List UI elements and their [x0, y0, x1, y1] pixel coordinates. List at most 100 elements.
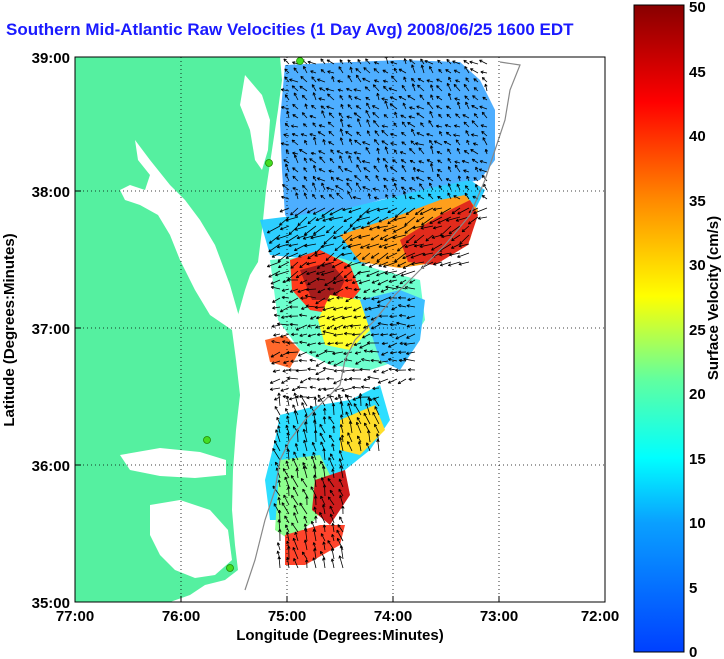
- velocity-arrow: [348, 207, 362, 214]
- velocity-arrow: [296, 234, 308, 240]
- velocity-arrow: [385, 285, 398, 290]
- velocity-arrow: [458, 243, 470, 248]
- velocity-arrow: [370, 333, 380, 337]
- velocity-arrow: [411, 64, 416, 74]
- velocity-arrow: [429, 139, 434, 146]
- velocity-arrow: [359, 367, 371, 372]
- velocity-arrow: [351, 332, 362, 337]
- velocity-arrow: [417, 84, 425, 92]
- velocity-arrow: [376, 297, 389, 304]
- velocity-arrow: [355, 105, 362, 110]
- velocity-arrow: [473, 207, 488, 215]
- velocity-arrow: [329, 489, 335, 497]
- velocity-arrow: [301, 112, 308, 119]
- velocity-arrow: [403, 342, 416, 346]
- velocity-arrow: [351, 368, 362, 372]
- velocity-arrow: [317, 78, 326, 83]
- velocity-arrow: [429, 163, 434, 173]
- velocity-arrow: [314, 252, 326, 257]
- velocity-arrow: [473, 78, 479, 83]
- velocity-arrow: [289, 322, 299, 327]
- velocity-arrow: [312, 451, 317, 461]
- velocity-arrow: [360, 225, 371, 230]
- velocity-arrow: [305, 495, 309, 506]
- velocity-arrow: [307, 279, 317, 286]
- velocity-arrow: [272, 306, 281, 310]
- velocity-arrow: [331, 533, 335, 542]
- velocity-arrow: [473, 87, 479, 92]
- velocity-arrow: [322, 541, 326, 551]
- velocity-arrow: [295, 368, 308, 373]
- velocity-arrow: [482, 96, 488, 101]
- velocity-arrow: [456, 183, 461, 191]
- velocity-arrow: [459, 234, 470, 245]
- velocity-arrow: [338, 437, 344, 452]
- velocity-arrow: [391, 178, 398, 182]
- velocity-arrow: [404, 286, 416, 290]
- velocity-arrow: [318, 124, 326, 128]
- velocity-arrow: [286, 448, 290, 461]
- velocity-arrow: [376, 270, 389, 277]
- velocity-arrow: [364, 86, 371, 92]
- velocity-arrow: [336, 537, 344, 551]
- velocity-arrow: [356, 156, 362, 164]
- velocity-arrow: [323, 234, 335, 245]
- velocity-arrow: [367, 429, 371, 443]
- velocity-arrow: [290, 359, 299, 363]
- velocity-arrow: [292, 175, 299, 182]
- velocity-arrow: [381, 341, 389, 346]
- velocity-arrow: [320, 243, 335, 249]
- shelf-contour: [244, 61, 521, 591]
- velocity-arrow: [283, 494, 290, 506]
- velocity-arrow: [339, 128, 344, 137]
- velocity-arrow: [463, 169, 470, 173]
- velocity-arrow: [309, 115, 317, 119]
- velocity-arrow: [279, 225, 290, 231]
- velocity-arrow: [309, 158, 317, 164]
- velocity-arrow: [303, 167, 308, 173]
- velocity-arrow: [302, 428, 308, 443]
- velocity-arrow: [395, 333, 407, 340]
- velocity-arrow: [457, 175, 462, 182]
- velocity-arrow: [361, 160, 371, 164]
- velocity-arrow: [303, 523, 308, 533]
- y-tick-label: 38:00: [32, 184, 70, 201]
- velocity-arrow: [363, 288, 371, 293]
- velocity-arrow: [294, 443, 299, 452]
- velocity-arrow: [307, 60, 317, 65]
- velocity-arrow: [454, 160, 461, 164]
- velocity-arrow: [344, 393, 353, 407]
- velocity-arrow: [332, 234, 344, 240]
- velocity-arrow: [481, 174, 488, 182]
- velocity-arrow: [380, 288, 389, 293]
- velocity-arrow: [333, 333, 344, 337]
- velocity-arrow: [411, 128, 416, 137]
- velocity-arrow: [288, 243, 299, 248]
- velocity-arrow: [304, 421, 308, 434]
- velocity-arrow: [463, 121, 470, 128]
- velocity-arrow: [291, 522, 299, 533]
- velocity-arrow: [270, 351, 281, 358]
- velocity-arrow: [446, 58, 452, 65]
- velocity-arrow: [365, 146, 371, 155]
- velocity-arrow: [312, 193, 317, 200]
- velocity-arrow: [373, 79, 380, 83]
- velocity-arrow: [303, 225, 317, 236]
- velocity-arrow: [347, 74, 353, 83]
- velocity-arrow: [271, 252, 281, 258]
- velocity-arrow: [409, 160, 416, 164]
- colorbar-label: Surface Velocity (cm/s): [705, 216, 722, 380]
- velocity-arrow: [315, 369, 326, 375]
- velocity-arrow: [309, 358, 317, 363]
- velocity-arrow: [302, 184, 308, 191]
- velocity-arrow: [392, 225, 407, 233]
- velocity-arrows: [266, 57, 489, 569]
- velocity-arrow: [362, 315, 371, 319]
- velocity-arrow: [347, 402, 353, 416]
- velocity-arrow: [304, 243, 317, 248]
- velocity-arrow: [355, 360, 362, 365]
- velocity-arrow: [362, 141, 371, 146]
- velocity-arrow: [473, 113, 479, 119]
- velocity-arrow: [446, 113, 452, 119]
- velocity-arrow: [310, 486, 317, 497]
